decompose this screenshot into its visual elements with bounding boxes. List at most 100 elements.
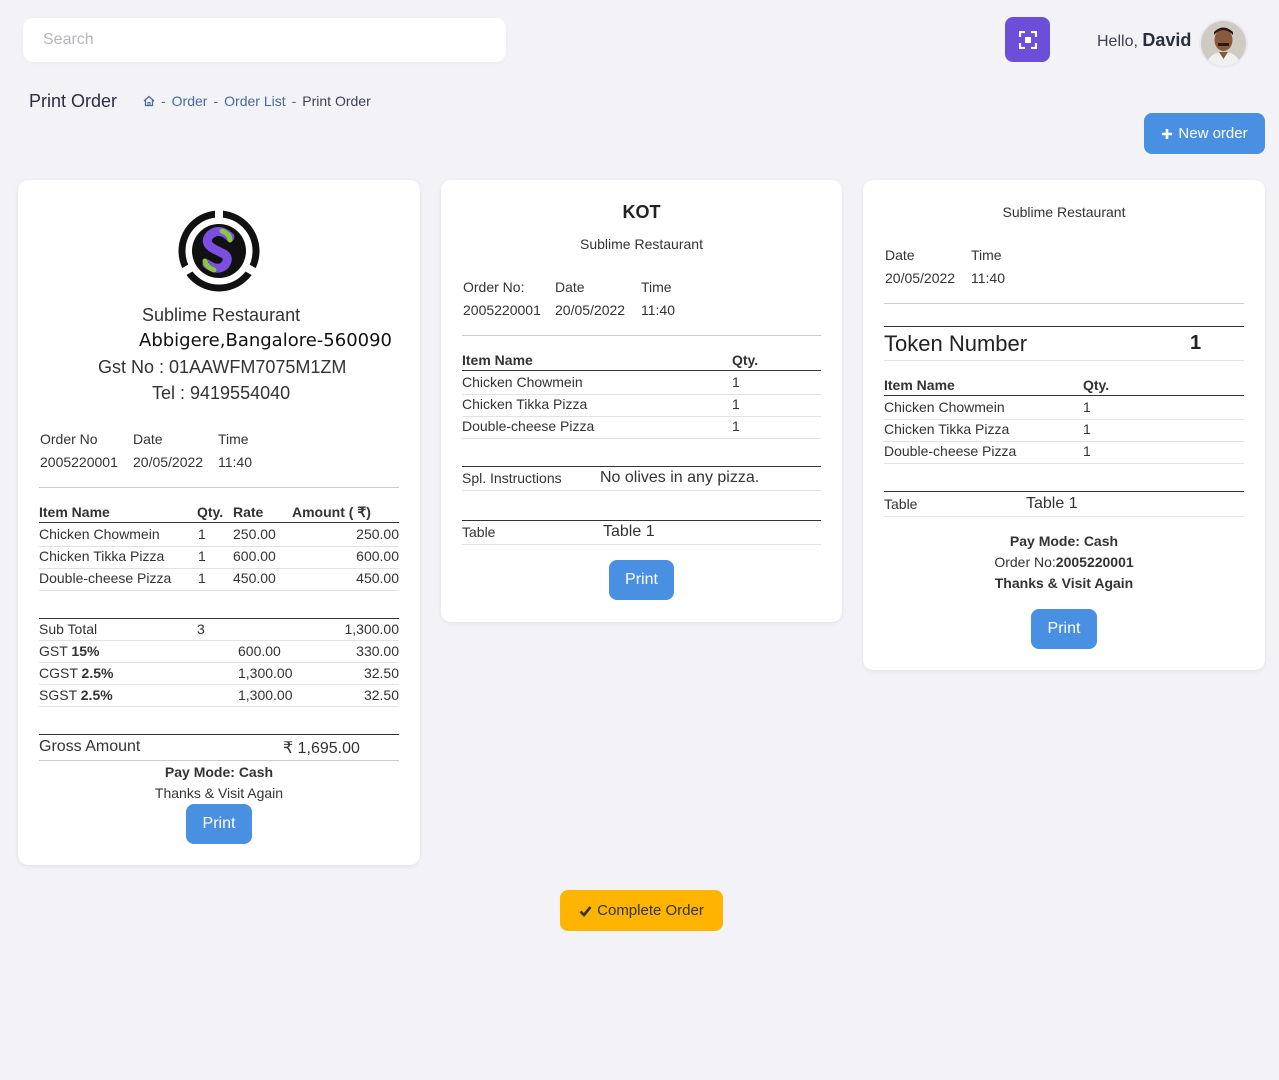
token-number-value: 1 (1190, 332, 1202, 354)
new-order-button[interactable]: New order (1144, 113, 1265, 154)
gross-amount-label: Gross Amount (39, 738, 141, 755)
item-qty: 1 (198, 548, 206, 564)
restaurant-name: Sublime Restaurant (142, 305, 301, 325)
item-qty: 1 (1083, 443, 1091, 459)
breadcrumb-current: Print Order (302, 93, 371, 109)
tax-label: SGST 2.5% (39, 687, 113, 703)
item-name: Double-cheese Pizza (884, 443, 1017, 459)
item-amount: 600.00 (356, 548, 399, 564)
bill-card: Sublime Restaurant Abbigere,Bangalore-56… (18, 180, 420, 865)
col-item-name: Item Name (39, 504, 110, 520)
col-qty: Qty. (197, 504, 224, 520)
complete-order-label: Complete Order (597, 902, 704, 919)
col-amount: Amount ( ₹) (292, 504, 371, 520)
item-qty: 1 (1083, 399, 1091, 415)
print-kot-button[interactable]: Print (609, 560, 674, 600)
date-value: 20/05/2022 (555, 302, 626, 318)
new-order-label: New order (1178, 125, 1248, 142)
search-input[interactable] (23, 18, 506, 62)
date-label: Date (555, 279, 585, 295)
order-no-value: 2005220001 (40, 454, 118, 470)
breadcrumb-order-list[interactable]: Order List (224, 93, 286, 109)
token-restaurant: Sublime Restaurant (1002, 204, 1126, 220)
tax-amount: 32.50 (363, 665, 399, 681)
order-no-value: 2005220001 (1055, 554, 1134, 570)
avatar[interactable] (1201, 21, 1246, 66)
order-no-label: Order No (40, 431, 98, 447)
item-qty: 1 (732, 374, 740, 390)
item-qty: 1 (732, 396, 740, 412)
user-name: David (1142, 30, 1192, 50)
print-token-button[interactable]: Print (1031, 609, 1097, 649)
item-qty: 1 (732, 418, 740, 434)
breadcrumb-order[interactable]: Order (171, 93, 208, 109)
table-value: Table 1 (603, 523, 655, 540)
gross-amount-value: ₹ 1,695.00 (283, 740, 360, 757)
item-name: Chicken Chowmein (884, 399, 1005, 415)
item-qty: 1 (198, 570, 206, 586)
item-qty: 1 (1083, 421, 1091, 437)
order-no-line: Order No:2005220001 (863, 554, 1265, 570)
item-name: Chicken Tikka Pizza (462, 396, 588, 412)
page-title: Print Order (29, 91, 118, 111)
col-item-name: Item Name (884, 377, 955, 393)
thanks-message: Thanks & Visit Again (154, 785, 284, 801)
item-name: Chicken Chowmein (462, 374, 583, 390)
restaurant-logo (178, 210, 260, 292)
fullscreen-icon (1018, 30, 1037, 49)
item-name: Chicken Tikka Pizza (39, 548, 165, 564)
greeting-label: Hello, (1097, 33, 1138, 50)
breadcrumb: - Order - Order List - Print Order (143, 93, 371, 109)
order-no-label: Order No: (463, 279, 525, 295)
date-label: Date (885, 247, 915, 263)
instructions-label: Spl. Instructions (462, 470, 562, 486)
col-qty: Qty. (1083, 377, 1110, 393)
pay-mode: Pay Mode: Cash (1009, 533, 1119, 549)
token-number-label: Token Number (884, 331, 1028, 356)
item-rate: 250.00 (233, 526, 276, 542)
tax-pct: 15% (71, 643, 100, 659)
restaurant-address: Abbigere,Bangalore-560090 (139, 330, 393, 351)
item-qty: 1 (198, 526, 206, 542)
item-name: Double-cheese Pizza (462, 418, 595, 434)
fullscreen-button[interactable] (1005, 17, 1050, 62)
avatar-image (1201, 21, 1246, 66)
time-label: Time (641, 279, 672, 295)
tax-amount: 32.50 (363, 687, 399, 703)
tax-base: 600.00 (238, 643, 281, 659)
home-icon[interactable] (143, 95, 155, 107)
table-value: Table 1 (1026, 495, 1078, 512)
item-amount: 250.00 (356, 526, 399, 542)
kot-title: KOT (622, 202, 661, 222)
gst-number: Gst No : 01AAWFM7075M1ZM (98, 357, 347, 377)
date-value: 20/05/2022 (133, 454, 204, 470)
item-name: Chicken Tikka Pizza (884, 421, 1010, 437)
time-label: Time (218, 431, 249, 447)
time-value: 11:40 (971, 270, 1005, 286)
item-name: Double-cheese Pizza (39, 570, 172, 586)
item-name: Chicken Chowmein (39, 526, 160, 542)
order-no-label: Order No: (994, 554, 1056, 570)
tax-base: 1,300.00 (238, 665, 293, 681)
tax-pct: 2.5% (80, 687, 113, 703)
tax-amount: 330.00 (356, 643, 399, 659)
time-label: Time (971, 247, 1002, 263)
tax-label: GST 15% (39, 643, 100, 659)
user-greeting: Hello, David (1097, 30, 1191, 51)
item-amount: 450.00 (356, 570, 399, 586)
item-rate: 450.00 (233, 570, 276, 586)
tax-label: CGST 2.5% (39, 665, 114, 681)
item-rate: 600.00 (233, 548, 276, 564)
col-rate: Rate (233, 504, 264, 520)
plus-icon (1162, 128, 1173, 139)
complete-order-button[interactable]: Complete Order (560, 890, 723, 931)
tax-pct: 2.5% (81, 665, 114, 681)
print-bill-button[interactable]: Print (186, 804, 252, 844)
table-label: Table (884, 496, 918, 512)
token-card: Sublime Restaurant Date Time 20/05/2022 … (863, 180, 1265, 670)
instructions-value: No olives in any pizza. (600, 469, 760, 486)
telephone: Tel : 9419554040 (152, 383, 291, 403)
table-label: Table (462, 524, 496, 540)
time-value: 11:40 (641, 302, 675, 318)
date-label: Date (133, 431, 163, 447)
